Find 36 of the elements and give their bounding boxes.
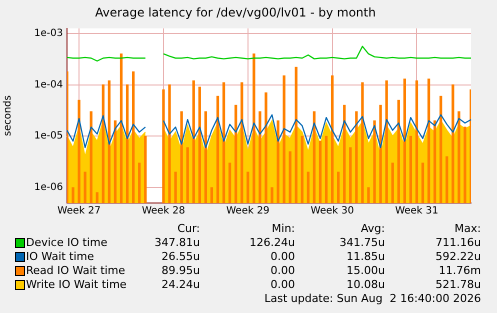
text: 341.75u — [340, 236, 385, 249]
y-tick-label: 1e-04 — [34, 79, 63, 90]
x-tick-label: Week 30 — [310, 206, 354, 217]
text: 26.55u — [162, 250, 200, 263]
text: Cur: — [177, 222, 200, 235]
text: 24.24u — [162, 278, 200, 291]
text: 10.08u — [346, 278, 385, 291]
legend-label: Read IO Wait time — [26, 264, 126, 277]
text: 11.76m — [438, 264, 481, 277]
text: Avg: — [360, 222, 385, 235]
text: 521.78u — [436, 278, 481, 291]
legend-label: Device IO time — [26, 236, 108, 249]
x-tick-label: Week 31 — [395, 206, 438, 217]
text: 347.81u — [154, 236, 200, 249]
x-tick-label: Week 28 — [142, 206, 186, 217]
text: 0.00 — [270, 250, 295, 263]
text: 11.85u — [346, 250, 385, 263]
legend-label: Write IO Wait time — [26, 278, 127, 291]
text: 0.00 — [270, 278, 295, 291]
chart-title: Average latency for /dev/vg00/lv01 - by month — [95, 5, 376, 20]
text: 0.00 — [270, 264, 295, 277]
x-tick-label: Week 29 — [226, 206, 270, 217]
x-tick-label: Week 27 — [57, 206, 101, 217]
text: 15.00u — [346, 264, 385, 277]
text: 592.22u — [436, 250, 481, 263]
text: Last update: Sun Aug 2 16:40:00 2026 — [264, 292, 481, 305]
text: 711.16u — [436, 236, 481, 249]
y-tick-label: 1e-03 — [34, 28, 63, 39]
legend-label: IO Wait time — [26, 250, 94, 263]
text: 126.24u — [250, 236, 295, 249]
text: 89.95u — [162, 264, 200, 277]
text: Min: — [272, 222, 295, 235]
y-axis-title: seconds — [2, 95, 14, 136]
text: Max: — [454, 222, 481, 235]
y-tick-label: 1e-06 — [34, 182, 63, 194]
y-tick-label: 1e-05 — [34, 130, 63, 142]
